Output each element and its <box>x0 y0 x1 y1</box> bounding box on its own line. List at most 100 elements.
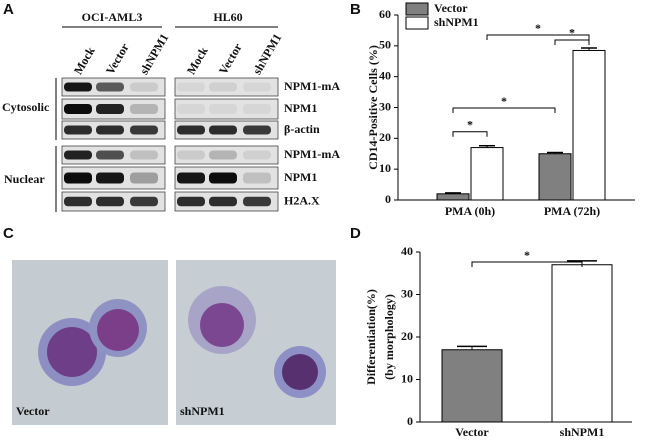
y-tick-label: 10 <box>379 161 391 175</box>
band <box>209 104 237 114</box>
protein-label: NPM1 <box>284 170 317 184</box>
y-tick-label: 50 <box>379 38 391 52</box>
band <box>130 150 158 160</box>
band <box>177 172 205 184</box>
legend-label: shNPM1 <box>434 15 479 29</box>
band <box>130 104 158 114</box>
lane-label: Mock <box>71 44 98 77</box>
band <box>243 104 271 114</box>
band <box>209 150 237 160</box>
blot-strip <box>174 98 279 120</box>
band <box>209 172 237 184</box>
sig-bracket <box>452 107 556 113</box>
band <box>130 125 158 135</box>
band <box>177 150 205 160</box>
nucleus <box>47 327 97 377</box>
cell-line: OCI-AML3 <box>82 10 143 24</box>
band <box>64 125 92 135</box>
band <box>243 125 271 135</box>
y-axis-title: Differentiation(%) <box>364 289 378 385</box>
band <box>243 172 271 184</box>
x-tick-label: shNPM1 <box>560 425 605 439</box>
band <box>130 172 158 184</box>
band <box>243 150 271 160</box>
protein-label: NPM1-mA <box>284 147 340 161</box>
panel-letter: B <box>350 1 361 18</box>
fraction-label: Cytosolic <box>2 100 50 114</box>
nucleus <box>282 354 318 390</box>
y-tick-label: 0 <box>385 192 391 206</box>
band <box>64 196 92 207</box>
band <box>209 125 237 135</box>
blot-strip <box>174 145 279 165</box>
panel-letter: C <box>3 225 14 242</box>
sig-star: * <box>569 26 575 40</box>
lane-label: Mock <box>184 44 211 77</box>
lane-label: Vector <box>216 40 245 77</box>
sig-star: * <box>524 248 530 262</box>
y-axis-title: CD14-Positive Cells (%) <box>366 45 380 170</box>
bar <box>572 49 606 201</box>
sig-star: * <box>467 117 473 131</box>
bar <box>538 153 572 201</box>
panel-letter: D <box>350 225 361 242</box>
band <box>243 82 271 92</box>
bar <box>436 193 470 201</box>
sig-star: * <box>535 21 541 35</box>
legend-label: Vector <box>434 1 468 15</box>
sig-bracket <box>452 131 488 137</box>
band <box>64 82 92 92</box>
band <box>96 196 124 207</box>
band <box>177 104 205 114</box>
band <box>130 82 158 92</box>
bar <box>441 349 503 423</box>
y-tick-label: 20 <box>401 329 413 343</box>
x-tick-label: Vector <box>455 425 489 439</box>
y-tick-label: 60 <box>379 7 391 21</box>
protein-label: NPM1 <box>284 101 317 115</box>
y-tick-label: 40 <box>401 244 413 258</box>
y-axis-title: (by morphology) <box>382 294 396 380</box>
lane-label: shNPM1 <box>250 31 284 77</box>
band <box>64 150 92 160</box>
band <box>177 196 205 207</box>
blot-strip <box>174 77 279 97</box>
band <box>64 172 92 184</box>
protein-label: NPM1-mA <box>284 79 340 93</box>
band <box>130 196 158 207</box>
bar <box>470 147 504 201</box>
lane-label: Vector <box>103 40 132 77</box>
band <box>64 104 92 114</box>
band <box>177 82 205 92</box>
y-tick-label: 20 <box>379 130 391 144</box>
y-tick-label: 0 <box>407 414 413 428</box>
band <box>96 150 124 160</box>
lane-label: shNPM1 <box>137 31 171 77</box>
x-tick-label: PMA (72h) <box>544 204 600 218</box>
band <box>177 125 205 135</box>
band <box>96 125 124 135</box>
protein-label: β-actin <box>284 122 320 136</box>
y-tick-label: 40 <box>379 68 391 82</box>
band <box>96 82 124 92</box>
image-label: Vector <box>16 404 50 418</box>
legend-swatch <box>405 2 429 16</box>
band <box>209 196 237 207</box>
x-tick-label: PMA (0h) <box>445 204 495 218</box>
panel-letter: A <box>3 1 14 18</box>
sig-bracket <box>486 34 590 40</box>
legend-swatch <box>405 16 429 30</box>
protein-label: H2A.X <box>284 193 320 207</box>
nucleus <box>97 309 139 351</box>
sig-bracket <box>471 261 583 267</box>
nucleus <box>200 303 244 347</box>
y-tick-label: 30 <box>401 286 413 300</box>
band <box>209 82 237 92</box>
band <box>243 196 271 207</box>
image-label: shNPM1 <box>180 404 225 418</box>
bar <box>551 264 613 423</box>
y-tick-label: 10 <box>401 371 413 385</box>
y-tick-label: 30 <box>379 99 391 113</box>
fraction-label: Nuclear <box>4 172 45 186</box>
